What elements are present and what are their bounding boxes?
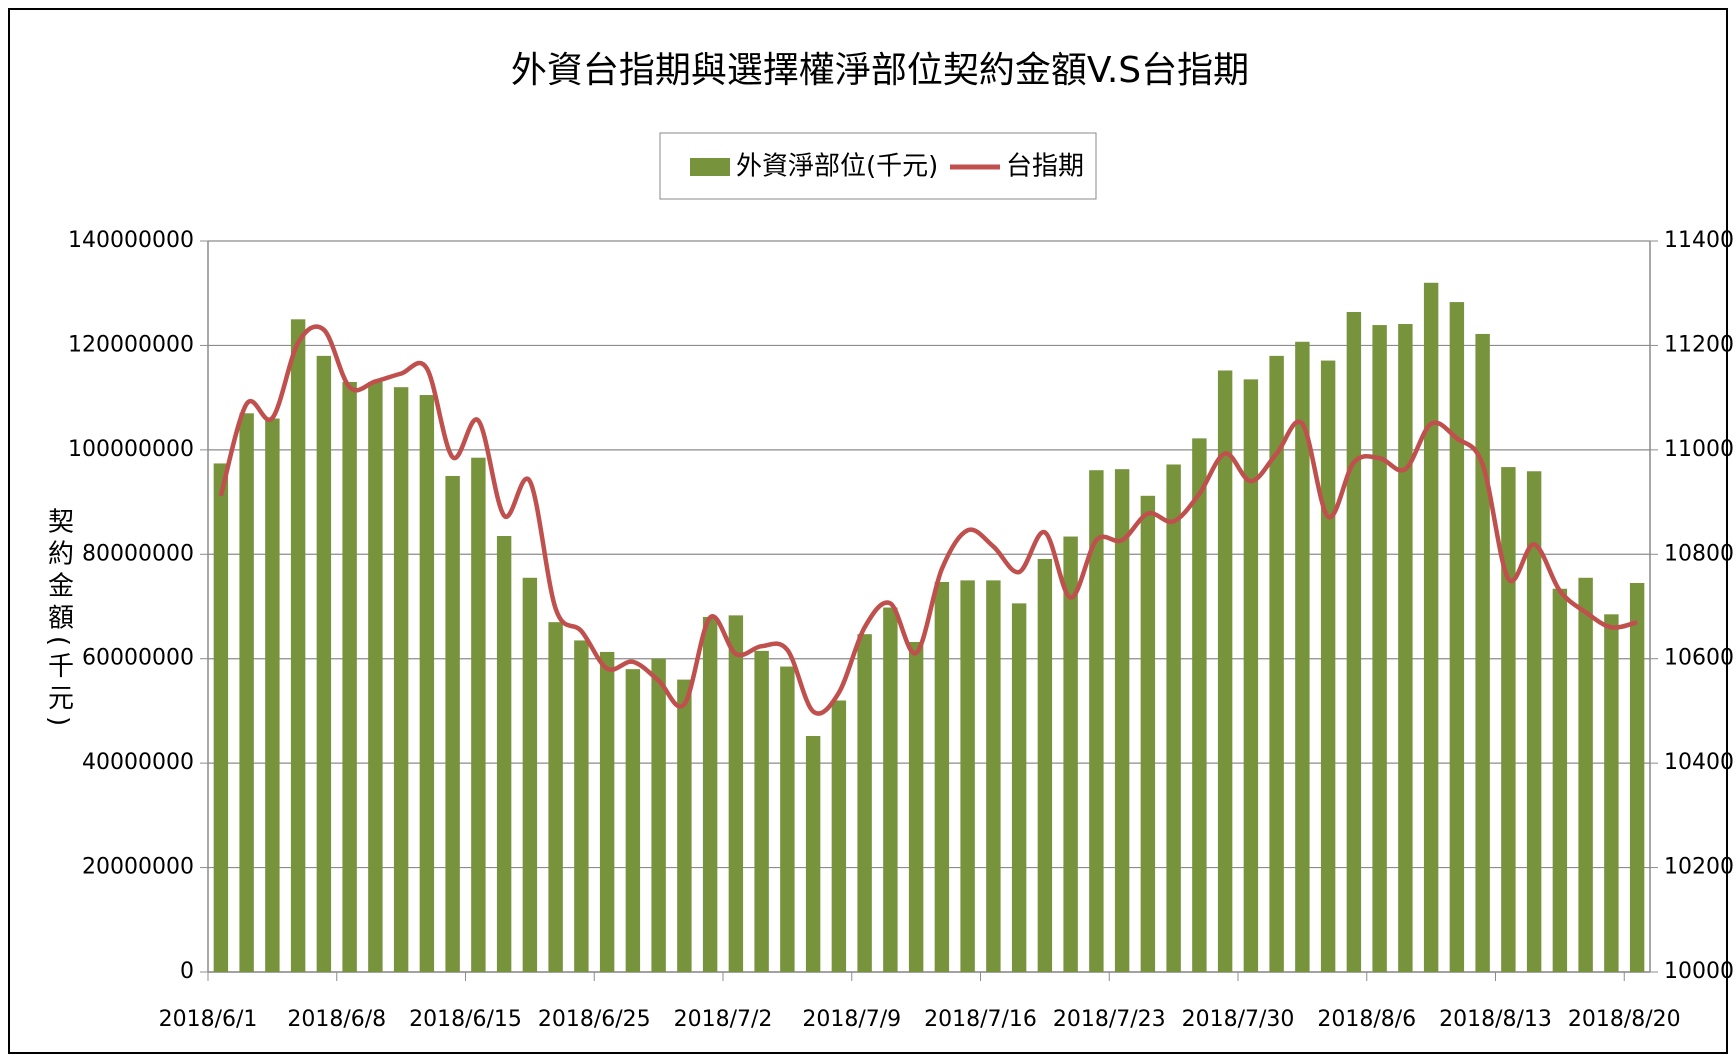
bar — [496, 536, 512, 972]
bar — [805, 735, 821, 972]
y-tick-label: 20000000 — [82, 855, 194, 880]
bar — [986, 580, 1001, 972]
bar — [908, 642, 924, 972]
bar — [213, 463, 229, 972]
bar — [651, 658, 666, 972]
bar — [1501, 467, 1516, 972]
bar — [1475, 333, 1490, 973]
bar — [548, 622, 563, 972]
x-tick-label: 2018/7/9 — [802, 1007, 901, 1032]
bar — [1578, 577, 1593, 972]
bar — [1243, 379, 1259, 972]
bar — [1320, 360, 1336, 973]
x-tick-label: 2018/8/6 — [1317, 1007, 1416, 1032]
bar — [1140, 495, 1156, 972]
y2-tick-label: 10800 — [1664, 541, 1734, 566]
legend-label: 外資淨部位(千元) — [736, 152, 938, 182]
bar — [1063, 536, 1078, 972]
bar — [1398, 324, 1413, 972]
bar — [1166, 464, 1181, 972]
y2-tick-label: 10600 — [1664, 646, 1734, 671]
x-tick-label: 2018/7/23 — [1053, 1007, 1166, 1032]
bar — [574, 640, 589, 972]
bar — [290, 319, 306, 973]
bar — [419, 395, 435, 973]
y-tick-label: 120000000 — [68, 332, 194, 357]
bar — [522, 577, 538, 972]
bar — [1449, 302, 1465, 973]
bar — [780, 666, 795, 972]
bar — [316, 355, 332, 972]
bar — [1089, 470, 1104, 972]
x-tick-label: 2018/8/20 — [1568, 1007, 1681, 1032]
bar — [702, 616, 718, 972]
y2-tick-label: 10400 — [1664, 750, 1734, 775]
legend-label: 台指期 — [1006, 152, 1084, 182]
y2-tick-label: 11400 — [1664, 228, 1734, 253]
bar — [342, 381, 357, 972]
x-tick-label: 2018/6/25 — [538, 1007, 651, 1032]
bar — [1604, 614, 1619, 972]
bar — [1192, 438, 1207, 972]
legend-box — [659, 132, 1097, 200]
bar — [265, 418, 280, 972]
bar — [1372, 325, 1387, 972]
x-tick-label: 2018/7/16 — [924, 1007, 1037, 1032]
bar — [1346, 312, 1362, 972]
x-tick-label: 2018/7/30 — [1182, 1007, 1295, 1032]
bar — [934, 581, 950, 972]
bar — [368, 381, 383, 972]
bar — [1037, 558, 1053, 972]
line — [218, 324, 1638, 716]
x-tick-label: 2018/8/13 — [1439, 1007, 1552, 1032]
legend-swatch — [690, 158, 730, 176]
bar — [1552, 588, 1568, 972]
y-axis-title: 契約金額(千元) — [44, 508, 74, 732]
y-tick-label: 0 — [180, 959, 194, 984]
bar — [1114, 469, 1130, 972]
bar — [393, 387, 409, 972]
y2-tick-label: 11200 — [1664, 332, 1734, 357]
x-tick-label: 2018/6/8 — [287, 1007, 386, 1032]
bar — [831, 700, 847, 972]
bar — [445, 475, 460, 972]
y2-tick-label: 11000 — [1664, 437, 1734, 462]
y-tick-label: 140000000 — [68, 228, 194, 253]
bar — [883, 607, 898, 972]
y-tick-label: 60000000 — [82, 646, 194, 671]
bar — [960, 580, 975, 972]
bar — [1011, 603, 1027, 972]
bar — [1217, 370, 1233, 972]
bar — [754, 650, 769, 972]
bar — [677, 679, 692, 972]
bar — [599, 651, 615, 972]
y-tick-label: 40000000 — [82, 750, 194, 775]
bar — [1295, 341, 1310, 972]
bar — [857, 634, 872, 972]
bar — [1526, 471, 1542, 972]
bar — [728, 615, 744, 972]
y-tick-label: 100000000 — [68, 437, 194, 462]
bar — [625, 669, 641, 972]
x-tick-label: 2018/6/1 — [159, 1007, 258, 1032]
y2-tick-label: 10000 — [1664, 959, 1734, 984]
bar — [1423, 282, 1439, 972]
y-tick-label: 80000000 — [82, 541, 194, 566]
bar — [239, 413, 254, 972]
bar — [471, 457, 486, 972]
bar — [1269, 355, 1284, 972]
chart-title: 外資台指期與選擇權淨部位契約金額V.S台指期 — [511, 50, 1249, 91]
y2-tick-label: 10200 — [1664, 855, 1734, 880]
x-tick-label: 2018/7/2 — [674, 1007, 773, 1032]
x-tick-label: 2018/6/15 — [409, 1007, 522, 1032]
bar — [1629, 583, 1645, 972]
